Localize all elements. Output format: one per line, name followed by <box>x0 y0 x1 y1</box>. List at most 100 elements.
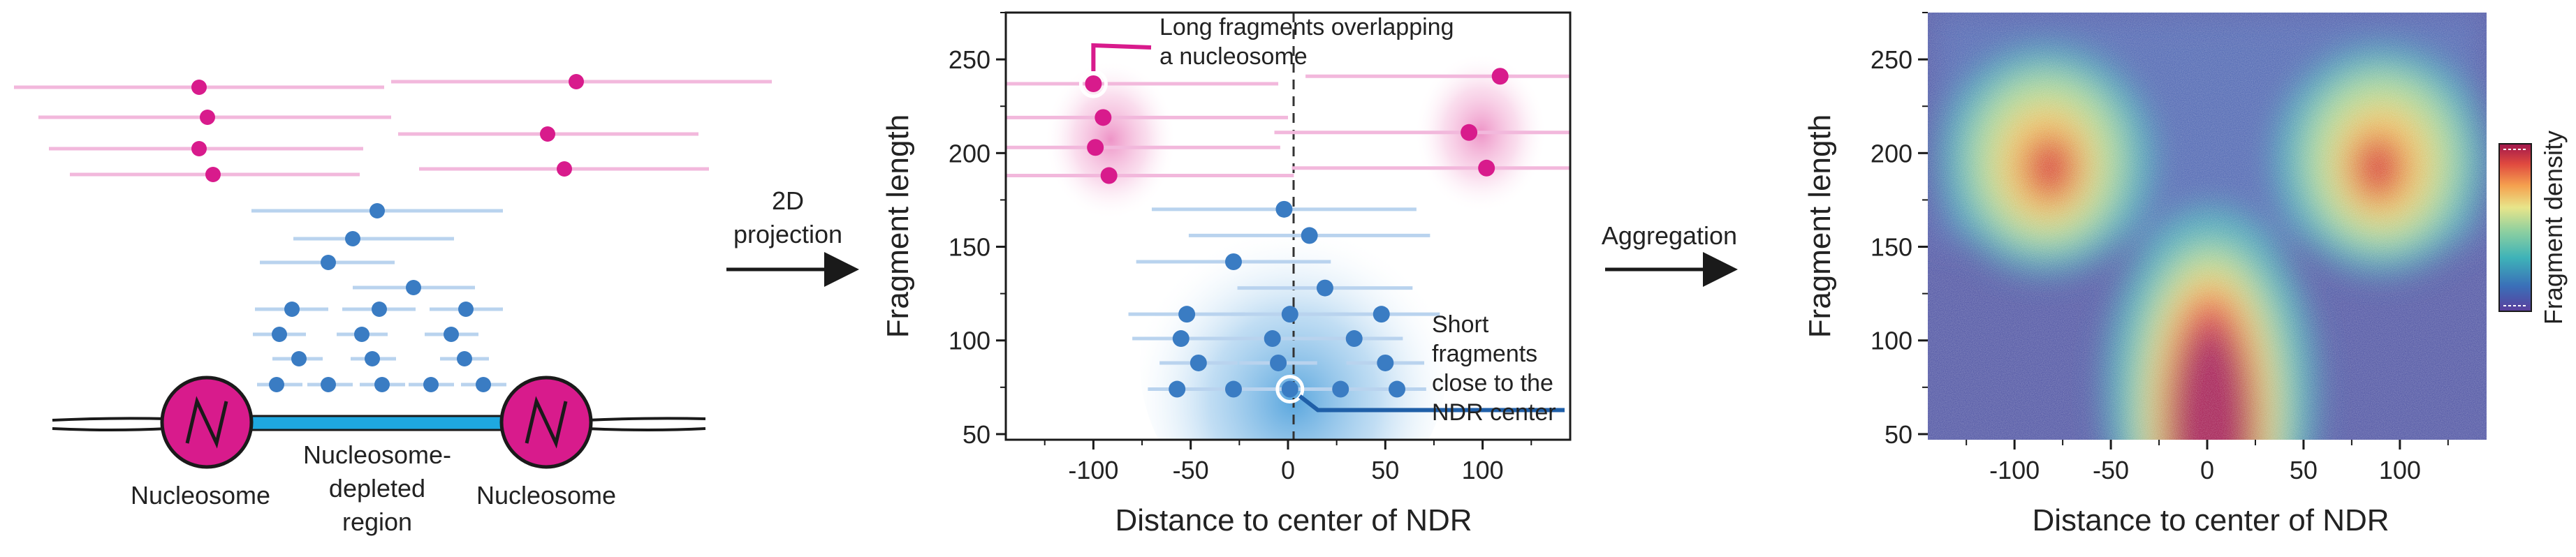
scatter-x-title: Distance to center of NDR <box>1115 503 1472 537</box>
short-fragment-point <box>1377 354 1394 371</box>
short-fragment-point <box>1345 330 1363 348</box>
schematic-short-fragment-center <box>365 351 380 366</box>
short-fragment-point <box>1178 306 1196 323</box>
ndr-label-line1: Nucleosome- <box>303 440 451 469</box>
scatter-marks <box>1006 68 1570 404</box>
short-fragment-point <box>1169 380 1186 398</box>
long-fragment-point <box>1087 139 1104 156</box>
heatmap-axes: -100 -50 0 50 100 50 100 150 200 250 <box>1871 12 2449 484</box>
y-tick-label: 200 <box>949 139 990 168</box>
y-tick-label: 150 <box>1871 233 1912 262</box>
annotation-long-pointer <box>1091 43 1152 71</box>
short-fragment-point <box>1281 380 1298 398</box>
schematic-short-fragment-center <box>354 327 369 342</box>
annotation-long-line2: a nucleosome <box>1159 43 1308 70</box>
schematic-fragments <box>14 74 772 392</box>
short-fragment-point <box>1224 253 1242 270</box>
projection-label-line2: projection <box>733 220 842 248</box>
short-fragment-point <box>1275 200 1293 218</box>
x-tick-label: -100 <box>1989 456 2040 484</box>
schematic-short-fragment-center <box>476 377 491 392</box>
dna-strand <box>52 415 706 431</box>
annotation-short-line1: Short <box>1432 311 1489 338</box>
short-fragment-point <box>1301 227 1318 244</box>
long-fragment-point <box>1478 159 1495 177</box>
schematic-long-fragment-center <box>205 167 221 182</box>
schematic-short-fragment-center <box>372 302 387 317</box>
schematic-short-fragment-center <box>345 231 360 246</box>
short-fragment-point <box>1332 380 1349 398</box>
short-fragment-point <box>1373 306 1390 323</box>
schematic-short-fragment-center <box>457 351 472 366</box>
nucleosome-right-label: Nucleosome <box>476 481 616 510</box>
schematic-short-fragment-center <box>444 327 459 342</box>
x-tick-label: -100 <box>1068 456 1118 484</box>
x-tick-label: -50 <box>1173 456 1209 484</box>
short-fragment-point <box>1224 380 1242 398</box>
heatmap-panel: -100 -50 0 50 100 50 100 150 200 250 Distance to … <box>1803 12 2568 537</box>
schematic-short-fragment-center <box>458 302 474 317</box>
colorbar <box>2498 143 2532 312</box>
scatter-panel: -100 -50 0 50 100 50 100 150 200 250 Long fragmen… <box>881 11 1572 537</box>
y-tick-label: 50 <box>963 420 990 449</box>
short-fragment-point <box>1172 330 1190 348</box>
annotation-short-line3: close to the <box>1432 370 1553 396</box>
schematic-long-fragment-center <box>191 141 207 156</box>
short-fragment-point <box>1281 306 1298 323</box>
x-tick-label: 50 <box>2290 456 2318 484</box>
annotation-short-line4: NDR center <box>1432 399 1556 426</box>
y-tick-label: 250 <box>949 45 990 74</box>
long-fragment-point <box>1100 167 1118 184</box>
schematic-short-fragment-center <box>291 351 307 366</box>
x-tick-label: 0 <box>1281 456 1295 484</box>
scatter-y-title: Fragment length <box>881 114 915 338</box>
projection-label-line1: 2D <box>772 186 804 215</box>
x-tick-label: 100 <box>2379 456 2421 484</box>
schematic-short-fragment-center <box>272 327 287 342</box>
ndr-label-line2: depleted <box>329 474 425 503</box>
aggregation-arrow: Aggregation <box>1602 221 1738 287</box>
long-fragment-point <box>1085 75 1102 92</box>
x-tick-label: 0 <box>2200 456 2214 484</box>
nucleosome-right <box>499 376 593 469</box>
projection-arrow: 2D projection <box>726 186 859 287</box>
long-fragment-point <box>1491 68 1509 85</box>
long-fragment-point <box>1095 109 1112 126</box>
ndr-label-line3: region <box>342 507 412 536</box>
annotation-short-line2: fragments <box>1432 341 1537 367</box>
x-tick-label: 100 <box>1462 456 1504 484</box>
aggregation-label: Aggregation <box>1602 221 1737 250</box>
y-tick-label: 200 <box>1871 139 1912 168</box>
nucleosome-left <box>160 376 254 469</box>
ndr-dna-segment <box>229 415 525 431</box>
schematic-panel: Nucleosome Nucleosome- depleted region N… <box>14 74 772 536</box>
short-fragment-point <box>1389 380 1406 398</box>
y-tick-label: 50 <box>1885 420 1912 449</box>
y-tick-label: 100 <box>949 327 990 355</box>
schematic-short-fragment-center <box>423 377 439 392</box>
schematic-long-fragment-center <box>557 161 572 177</box>
y-tick-label: 250 <box>1871 45 1912 74</box>
x-tick-label: 50 <box>1371 456 1399 484</box>
schematic-long-fragment-center <box>200 110 215 125</box>
x-tick-label: -50 <box>2093 456 2129 484</box>
schematic-long-fragment-center <box>191 80 207 95</box>
short-fragment-point <box>1264 330 1281 348</box>
y-tick-label: 100 <box>1871 327 1912 355</box>
short-fragment-point <box>1190 354 1207 371</box>
schematic-short-fragment-center <box>284 302 300 317</box>
heatmap-y-title: Fragment length <box>1803 114 1837 338</box>
schematic-short-fragment-center <box>269 377 284 392</box>
short-fragment-point <box>1270 354 1287 371</box>
y-tick-label: 150 <box>949 233 990 262</box>
colorbar-label: Fragment density <box>2539 131 2568 325</box>
schematic-short-fragment-center <box>406 280 421 295</box>
nucleosome-left-label: Nucleosome <box>131 481 270 510</box>
long-fragment-point <box>1461 124 1478 141</box>
short-fragment-point <box>1316 279 1333 297</box>
schematic-long-fragment-center <box>569 74 584 89</box>
pink-density-left <box>1044 59 1177 220</box>
heatmap-noise <box>1928 13 2487 440</box>
schematic-short-fragment-center <box>374 377 390 392</box>
schematic-short-fragment-center <box>321 377 336 392</box>
